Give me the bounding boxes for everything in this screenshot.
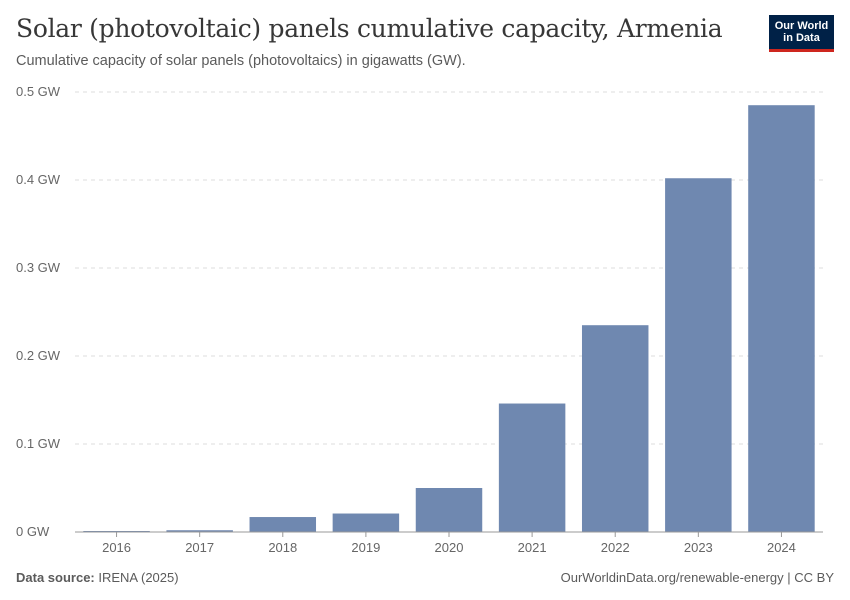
bar-2021[interactable] bbox=[498, 403, 566, 532]
bar-2017[interactable] bbox=[166, 530, 233, 532]
bar-2019[interactable] bbox=[332, 513, 400, 532]
bar-chart: 0 GW 0.1 GW 0.2 GW 0.3 GW 0.4 GW 0.5 GW 2016 20… bbox=[16, 84, 823, 555]
bar-2023[interactable] bbox=[665, 178, 732, 533]
bar-layer bbox=[83, 105, 815, 533]
y-tick-label: 0.5 GW bbox=[16, 84, 61, 99]
data-source-value: IRENA (2025) bbox=[98, 570, 179, 585]
owid-logo[interactable]: Our World in Data bbox=[769, 15, 834, 52]
data-source-label: Data source: bbox=[16, 570, 95, 585]
y-tick-label: 0 GW bbox=[16, 524, 50, 539]
bar-2024[interactable] bbox=[748, 105, 815, 532]
footer-link[interactable]: OurWorldinData.org/renewable-energy | CC… bbox=[560, 570, 834, 585]
bar-2022[interactable] bbox=[581, 325, 649, 532]
y-tick-label: 0.3 GW bbox=[16, 260, 61, 275]
chart-subtitle: Cumulative capacity of solar panels (pho… bbox=[16, 53, 466, 69]
x-tick-label: 2020 bbox=[435, 540, 464, 555]
x-tick-label: 2023 bbox=[684, 540, 713, 555]
y-tick-label: 0.4 GW bbox=[16, 172, 61, 187]
x-tick-label: 2019 bbox=[351, 540, 380, 555]
y-tick-label: 0.1 GW bbox=[16, 436, 61, 451]
x-tick-label: 2024 bbox=[767, 540, 796, 555]
x-tick-label: 2016 bbox=[102, 540, 131, 555]
x-tick-label: 2022 bbox=[601, 540, 630, 555]
axis-layer: 0 GW 0.1 GW 0.2 GW 0.3 GW 0.4 GW 0.5 GW 2016 20… bbox=[16, 84, 823, 555]
x-tick-label: 2021 bbox=[518, 540, 547, 555]
chart-title: Solar (photovoltaic) panels cumulative c… bbox=[16, 14, 723, 43]
logo-line-2: in Data bbox=[783, 32, 820, 44]
logo-line-1: Our World bbox=[774, 20, 829, 32]
data-source: Data source: IRENA (2025) bbox=[16, 570, 179, 585]
bar-2020[interactable] bbox=[415, 488, 483, 532]
bar-2018[interactable] bbox=[249, 517, 317, 532]
y-tick-label: 0.2 GW bbox=[16, 348, 61, 363]
x-tick-label: 2018 bbox=[268, 540, 297, 555]
x-tick-label: 2017 bbox=[185, 540, 214, 555]
